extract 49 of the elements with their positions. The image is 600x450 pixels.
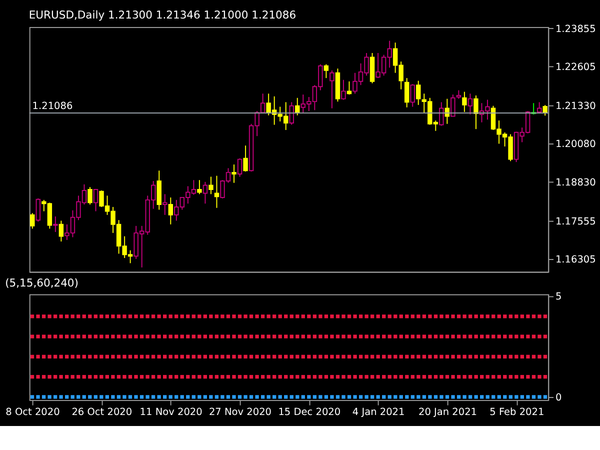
candlestick [36,198,41,222]
y-tick-label: 5 [555,292,562,303]
y-tick-label: 1.20080 [555,139,596,150]
y-tick-label: 0 [555,392,562,404]
chart-title: (5,15,60,240) [5,276,78,290]
candlestick [237,158,242,178]
candlestick [162,194,168,216]
candlestick [450,94,456,117]
chart-title: EURUSD,Daily 1.21300 1.21346 1.21000 1.21086 [28,8,296,22]
y-tick-label: 1.22605 [555,62,596,74]
candlestick [324,64,329,79]
candlestick [53,216,58,233]
y-tick-label: 1.17555 [555,216,596,228]
candlestick [232,164,236,184]
y-tick-label: 1.18830 [555,177,596,188]
candlestick [93,188,98,212]
candlestick [439,102,444,126]
candlestick [168,197,174,225]
candlestick [542,104,548,116]
candlestick [341,79,346,100]
candlestick [289,102,294,126]
candlestick [30,212,35,230]
candlestick [58,220,64,242]
x-tick-label: 26 Oct 2020 [72,407,132,418]
x-tick-label: 5 Feb 2021 [490,407,544,418]
candlestick [202,181,208,204]
candlestick [346,80,352,96]
candlestick [410,84,415,108]
candlestick [214,175,220,208]
y-tick-label: 1.23855 [555,24,596,35]
candlestick [474,94,478,130]
candlestick [156,170,162,210]
candlestick [243,145,248,172]
x-tick-label: 8 Oct 2020 [6,407,60,418]
y-tick-label: 1.16305 [555,254,596,266]
candlestick [88,186,92,206]
x-tick-label: 15 Dec 2020 [278,407,341,418]
candlestick [404,78,410,108]
candlestick [468,93,473,115]
x-tick-label: 20 Jan 2021 [418,407,478,418]
candlestick [462,91,467,112]
x-tick-label: 11 Nov 2020 [140,407,202,418]
ref-line-label: 1.21086 [32,101,73,112]
candlestick [197,180,202,195]
candlestick [330,70,334,109]
x-tick-label: 4 Jan 2021 [352,407,405,418]
candlestick [208,176,214,195]
y-tick-label: 1.21330 [555,100,596,112]
x-tick-label: 27 Nov 2020 [208,407,272,418]
